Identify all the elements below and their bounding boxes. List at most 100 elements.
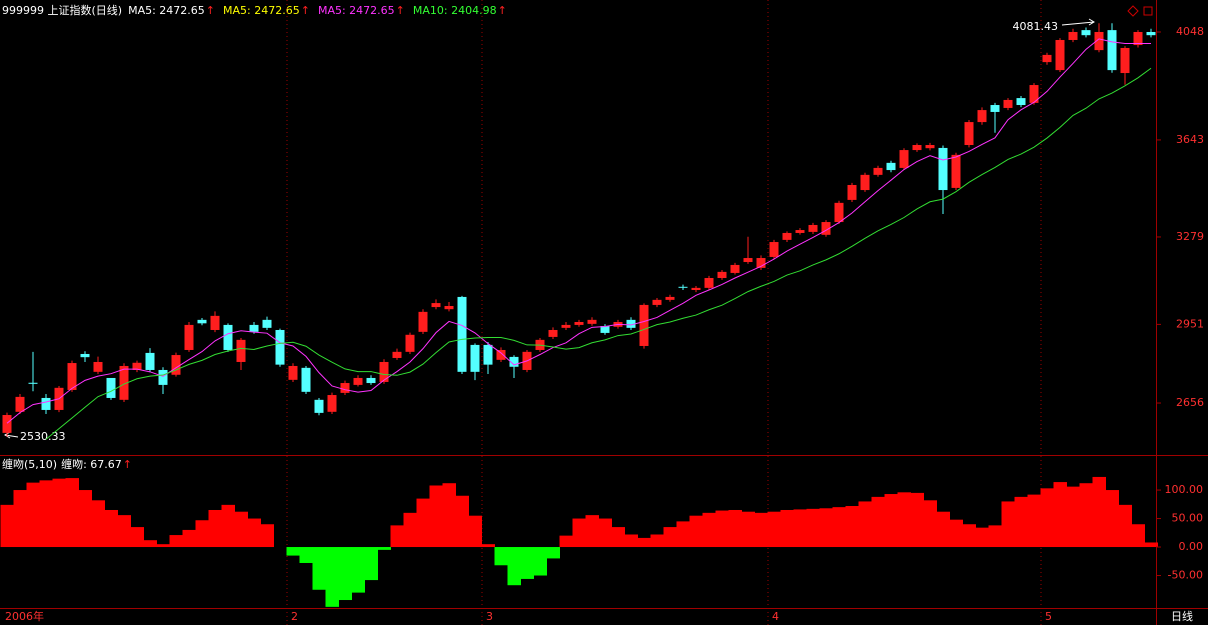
candle-body [938, 147, 948, 191]
candle-body [665, 296, 675, 300]
candle-body [769, 242, 779, 257]
indicator-area [208, 509, 222, 548]
indicator-area [1053, 482, 1067, 548]
candle-body [1055, 39, 1065, 71]
candle-body [158, 369, 168, 385]
indicator-area [442, 483, 456, 548]
candle-body [67, 363, 77, 390]
indicator-area [0, 504, 14, 548]
indicator-area [845, 506, 859, 548]
candle-body [1003, 99, 1013, 108]
candle-body [1120, 47, 1130, 74]
candle-body [418, 311, 428, 332]
x-tick-label: 4 [772, 610, 779, 623]
indicator-area [143, 540, 157, 548]
x-tick-label: 3 [486, 610, 493, 623]
indicator-area [637, 537, 651, 548]
y-tick-label: 3279 [1176, 230, 1204, 243]
candle-body [652, 299, 662, 305]
indicator-y-tick-label: 0.00 [1179, 540, 1204, 553]
indicator-area [806, 508, 820, 548]
icon-window[interactable] [1143, 6, 1153, 16]
indicator-area [65, 478, 79, 548]
candle-body [275, 329, 285, 365]
candle-body [925, 145, 935, 149]
candle-body [197, 319, 207, 324]
candle-body [951, 154, 961, 188]
indicator-area [897, 492, 911, 548]
icon-diamond[interactable] [1127, 5, 1139, 17]
candle-body [704, 278, 714, 288]
indicator-area [1001, 501, 1015, 548]
indicator-area [104, 509, 118, 548]
indicator-area [767, 511, 781, 548]
legend-entry: MA5: 2472.65 [223, 4, 300, 17]
indicator-area [910, 492, 924, 548]
indicator-area [468, 515, 482, 548]
indicator-area [546, 547, 560, 559]
indicator-area [1105, 490, 1119, 548]
indicator-area [403, 512, 417, 548]
low-annotation: 2530.33 [20, 430, 66, 443]
indicator-area [702, 512, 716, 548]
candle-body [626, 319, 636, 328]
candle-body [483, 344, 493, 365]
period-label: 日线 [1171, 609, 1193, 623]
indicator-title: 缠吻(5,10) [2, 457, 57, 471]
candle-body [1107, 30, 1117, 71]
indicator-area [793, 509, 807, 548]
candle-body [41, 397, 51, 410]
indicator-area [1079, 483, 1093, 548]
candle-body [340, 383, 350, 393]
indicator-area [312, 547, 326, 590]
indicator-area [52, 478, 66, 548]
x-tick-label: 2 [291, 610, 298, 623]
indicator-area [923, 500, 937, 548]
annotation-arrow [1061, 18, 1095, 26]
indicator-area [559, 535, 573, 548]
indicator-area [585, 515, 599, 548]
indicator-area [975, 527, 989, 548]
y-tick-label: 4048 [1176, 25, 1204, 38]
indicator-area [169, 535, 183, 548]
indicator-area [1066, 486, 1080, 548]
indicator-area [754, 512, 768, 548]
indicator-area [728, 509, 742, 548]
indicator-area [988, 525, 1002, 548]
indicator-area [832, 507, 846, 548]
indicator-area [1131, 524, 1145, 548]
candle-body [249, 324, 259, 332]
indicator-area [117, 515, 131, 548]
candle-body [886, 162, 896, 171]
candle-body [314, 399, 324, 413]
indicator-area [260, 524, 274, 548]
candle-body [977, 110, 987, 123]
candle-body [587, 319, 597, 324]
candle-body [964, 122, 974, 146]
indicator-area [351, 547, 365, 593]
indicator-area [533, 547, 547, 576]
candle-body [1042, 54, 1052, 63]
indicator-area [520, 547, 534, 579]
candle-body [1094, 31, 1104, 51]
candle-body [1133, 31, 1143, 46]
x-tick-label: 2006年 [5, 609, 44, 623]
candle-body [990, 105, 1000, 112]
candle-body [210, 315, 220, 330]
candle-body [288, 365, 298, 380]
indicator-area [689, 515, 703, 548]
legend-entry: MA5: 2472.65 [318, 4, 395, 17]
indicator-label: 缠吻: 67.67 [61, 457, 122, 471]
indicator-arrow: ↑ [123, 458, 132, 471]
indicator-area [455, 495, 469, 548]
indicator-area [390, 525, 404, 548]
candle-body [1146, 31, 1156, 36]
indicator-area [364, 547, 378, 581]
candle-body [405, 334, 415, 352]
indicator-area [871, 496, 885, 548]
indicator-area [26, 482, 40, 548]
candle-body [691, 287, 701, 291]
candle-body [171, 355, 181, 375]
candle-body [132, 362, 142, 370]
candle-body [795, 230, 805, 233]
